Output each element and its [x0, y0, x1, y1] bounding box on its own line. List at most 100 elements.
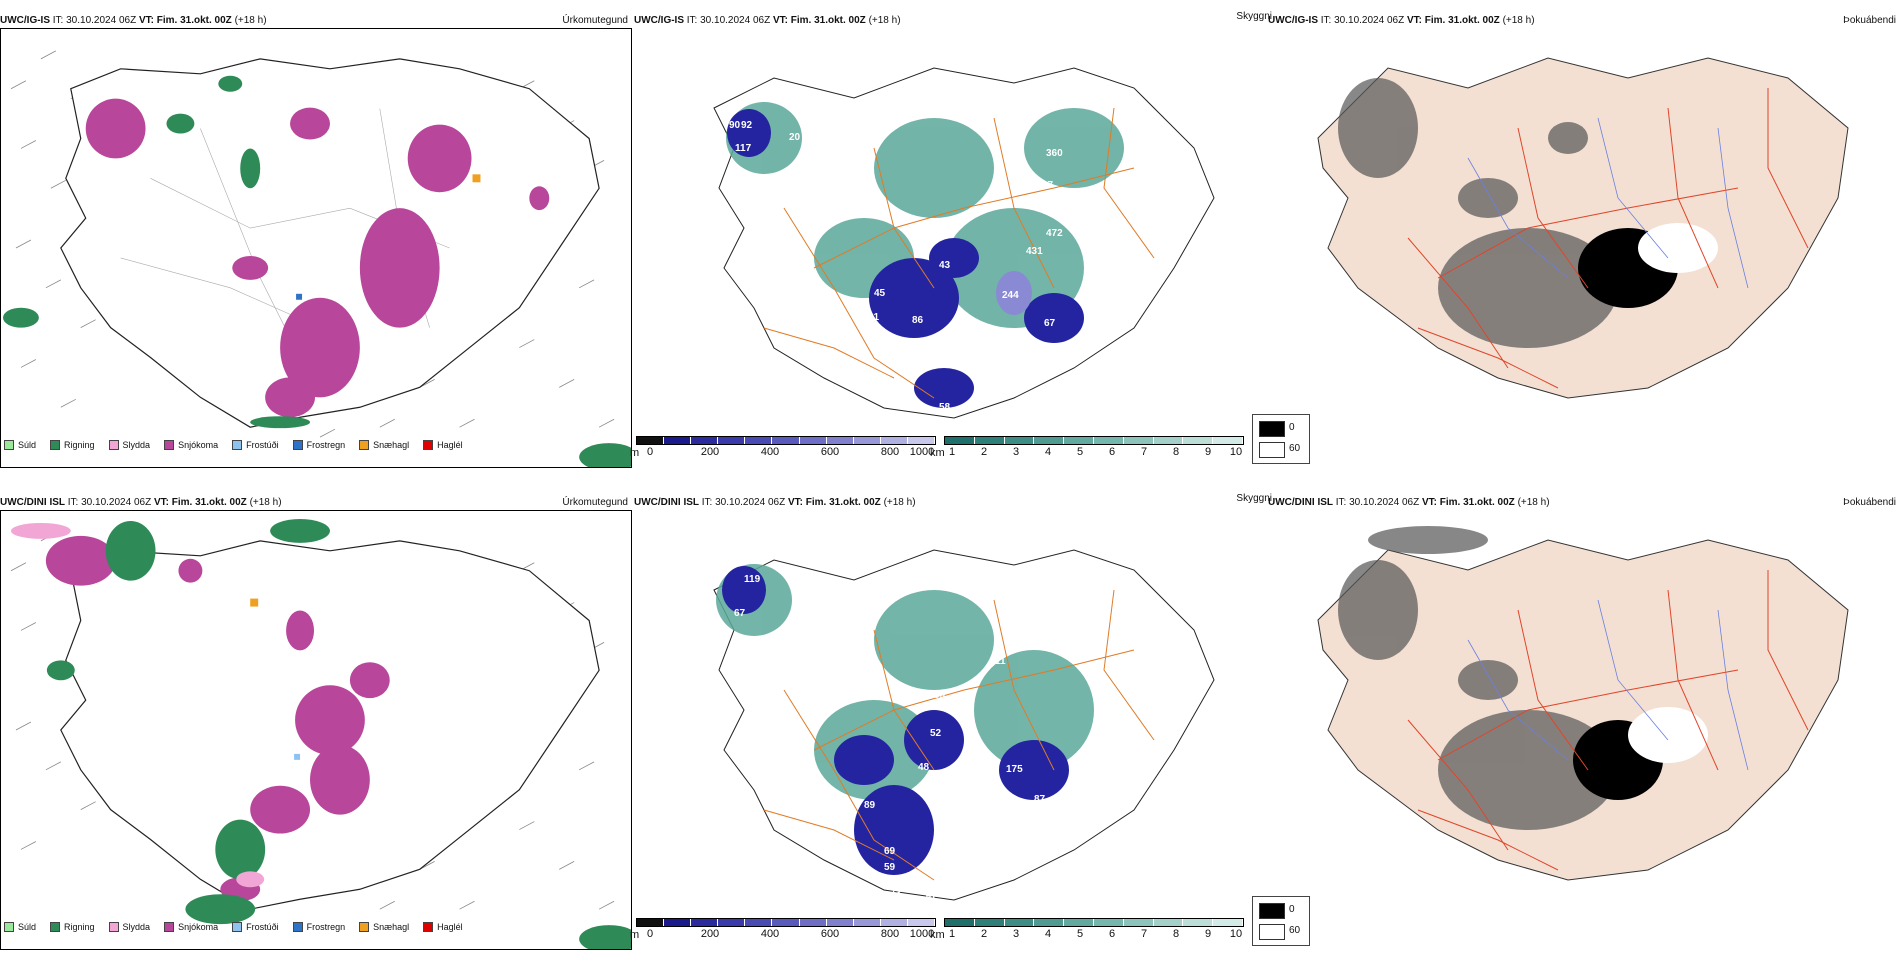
legend-swatch: [359, 922, 370, 932]
legend-swatch: [108, 922, 119, 932]
precip-legend: Súld Rigning Slydda Snjókoma Frostúði Fr…: [4, 434, 463, 456]
colorbar-segment: [1064, 919, 1094, 926]
fog-map[interactable]: [1268, 510, 1900, 910]
colorbar-segment: [772, 437, 800, 444]
cloud-label: 153: [992, 794, 1009, 805]
it-label: IT:: [52, 15, 64, 26]
panel-title: Þokuábendi: [1843, 15, 1896, 26]
lead-time: (+18 h): [249, 497, 282, 508]
model-name: UWC/DINI ISL: [1268, 497, 1333, 508]
legend-swatch: [232, 922, 243, 932]
colorbar-segment: [1123, 437, 1154, 444]
colorbar-segment: [945, 919, 975, 926]
legend-swatch: [50, 440, 61, 450]
colorbar-segment: [880, 437, 908, 444]
legend-item-haglel: Haglél: [423, 440, 463, 450]
precip-map[interactable]: [0, 28, 632, 468]
visibility-colorbar-bar: [944, 918, 1244, 927]
cloud-map[interactable]: 119 67 143 111 99 52 48 89 175 153 87 10…: [634, 510, 1266, 910]
it-value: 30.10.2024 06Z: [700, 15, 771, 26]
colorbar-segment: [1064, 437, 1094, 444]
panel-header: UWC/IG-IS IT: 30.10.2024 06Z VT: Fim. 31…: [0, 14, 632, 28]
colorbar-segment: [637, 437, 665, 444]
colorbar-segment: [826, 437, 854, 444]
colorbar-segment: [974, 919, 1005, 926]
colorbar-segment: [1153, 919, 1184, 926]
cloud-visibility-panel-bottom: UWC/DINI ISL IT: 30.10.2024 06Z VT: Fim.…: [630, 493, 1272, 950]
cloud-label: 117: [735, 143, 752, 154]
colorbar-segment: [799, 919, 827, 926]
legend-item-slydda: Slydda: [108, 440, 150, 450]
it-label: IT:: [1335, 497, 1347, 508]
it-value: 30.10.2024 06Z: [81, 497, 152, 508]
cloud-label: 92: [741, 120, 753, 131]
height-ticks: 0 200 400 600 800 1000: [646, 928, 935, 940]
legend-swatch: [164, 440, 175, 450]
panel-header: UWC/DINI ISL IT: 30.10.2024 06Z VT: Fim.…: [634, 493, 1272, 510]
cloud-label: 43: [939, 260, 951, 271]
it-label: IT:: [67, 497, 79, 508]
cloud-label: 89: [864, 800, 876, 811]
colorbar-segment: [1213, 437, 1243, 444]
legend-swatch: [164, 922, 175, 932]
cloud-label: 59: [884, 862, 896, 873]
colorbar-segment: [664, 437, 692, 444]
colorbar-segment: [1093, 919, 1124, 926]
legend-item-haglel: Haglél: [423, 922, 463, 932]
height-colorbar-bar: [636, 436, 936, 445]
row-bottom: UWC/DINI ISL IT: 30.10.2024 06Z VT: Fim.…: [0, 490, 1900, 960]
colorbar-segment: [1123, 919, 1154, 926]
precip-type-panel-bottom: UWC/DINI ISL IT: 30.10.2024 06Z VT: Fim.…: [0, 496, 632, 950]
precip-map-svg: [2, 50, 631, 467]
height-colorbar: m 0 200 400 600 800 1000: [630, 918, 936, 950]
visibility-ticks: 1 2 3 4 5 6 7 8 9 10: [948, 446, 1243, 458]
fog-map[interactable]: [1268, 28, 1900, 428]
colorbar-segment: [853, 437, 881, 444]
cloud-visibility-panel-top: UWC/IG-IS IT: 30.10.2024 06Z VT: Fim. 31…: [630, 11, 1272, 468]
legend-item-frostregn: Frostregn: [292, 440, 345, 450]
precip-map[interactable]: [0, 510, 632, 950]
panel-header: UWC/DINI ISL IT: 30.10.2024 06Z VT: Fim.…: [1268, 496, 1900, 510]
panel-title: Þokuábendi: [1843, 497, 1896, 508]
panel-header: UWC/IG-IS IT: 30.10.2024 06Z VT: Fim. 31…: [1268, 14, 1900, 28]
cloud-map-svg: 119 67 143 111 99 52 48 89 175 153 87 10…: [713, 549, 1215, 901]
legend-swatch: [232, 440, 243, 450]
colorbar-segment: [880, 919, 908, 926]
cloud-label: 111: [990, 656, 1006, 667]
it-label: IT:: [686, 15, 698, 26]
cloud-label: 73: [890, 888, 902, 899]
colorbar-segment: [1034, 919, 1065, 926]
legend-swatch: [4, 440, 14, 450]
fog-label-black: 0: [1289, 422, 1295, 433]
vt-value: Fim. 31.okt. 00Z: [790, 15, 866, 26]
model-name: UWC/DINI ISL: [634, 497, 699, 508]
legend-item-frostudi: Frostúði: [232, 440, 279, 450]
colorbar-segment: [772, 919, 800, 926]
cloud-label: 431: [1026, 246, 1043, 257]
height-ticks: 0 200 400 600 800 1000: [646, 446, 935, 458]
cloud-label: 90: [729, 120, 741, 131]
colorbar-segment: [907, 437, 936, 444]
visibility-unit: km: [930, 447, 945, 459]
it-value: 30.10.2024 06Z: [66, 15, 137, 26]
vt-value: Fim. 31.okt. 00Z: [156, 15, 232, 26]
vt-label: VT:: [1421, 497, 1437, 508]
colorbar-segment: [718, 919, 746, 926]
fog-map-svg: [1317, 526, 1849, 881]
colorbar-segment: [745, 437, 773, 444]
height-colorbar: m 0 200 400 600 800 1000: [630, 436, 936, 468]
colorbar-segment: [691, 919, 719, 926]
legend-item-snaehagl: Snæhagl: [359, 922, 409, 932]
cloud-label: 86: [912, 315, 924, 326]
legend-item-slydda: Slydda: [108, 922, 150, 932]
cloud-map[interactable]: 90 92 117 20 360 97 472 431 43 45 81 86 …: [634, 28, 1266, 428]
colorbar-segment: [718, 437, 746, 444]
it-label: IT:: [1320, 15, 1332, 26]
colorbar-segment: [1093, 437, 1124, 444]
lead-time: (+18 h): [1517, 497, 1550, 508]
colorbar-segment: [1004, 919, 1035, 926]
cloud-label: 67: [734, 608, 746, 619]
vt-label: VT:: [1406, 15, 1422, 26]
fog-map-svg: [1317, 57, 1849, 399]
colorbar-segment: [826, 919, 854, 926]
